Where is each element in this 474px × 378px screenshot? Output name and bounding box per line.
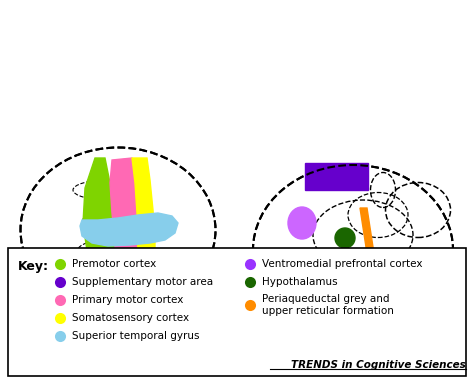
Text: TRENDS in Cognitive Sciences: TRENDS in Cognitive Sciences [291,360,466,370]
Polygon shape [305,163,368,190]
FancyBboxPatch shape [8,248,466,376]
Text: Key:: Key: [18,260,49,273]
Polygon shape [110,158,138,286]
Ellipse shape [288,207,316,239]
Text: Somatosensory cortex: Somatosensory cortex [72,313,189,323]
Circle shape [335,228,355,248]
Polygon shape [83,158,115,288]
Text: Primary motor cortex: Primary motor cortex [72,295,183,305]
Polygon shape [132,158,155,281]
Text: Premotor cortex: Premotor cortex [72,259,156,269]
Text: Hypothalamus: Hypothalamus [262,277,337,287]
Polygon shape [97,278,135,316]
Polygon shape [360,208,375,260]
Text: Ventromedial prefrontal cortex: Ventromedial prefrontal cortex [262,259,422,269]
Polygon shape [80,213,178,246]
Text: Superior temporal gyrus: Superior temporal gyrus [72,331,200,341]
Text: Periaqueductal grey and
upper reticular formation: Periaqueductal grey and upper reticular … [262,294,394,316]
Text: Supplementary motor area: Supplementary motor area [72,277,213,287]
